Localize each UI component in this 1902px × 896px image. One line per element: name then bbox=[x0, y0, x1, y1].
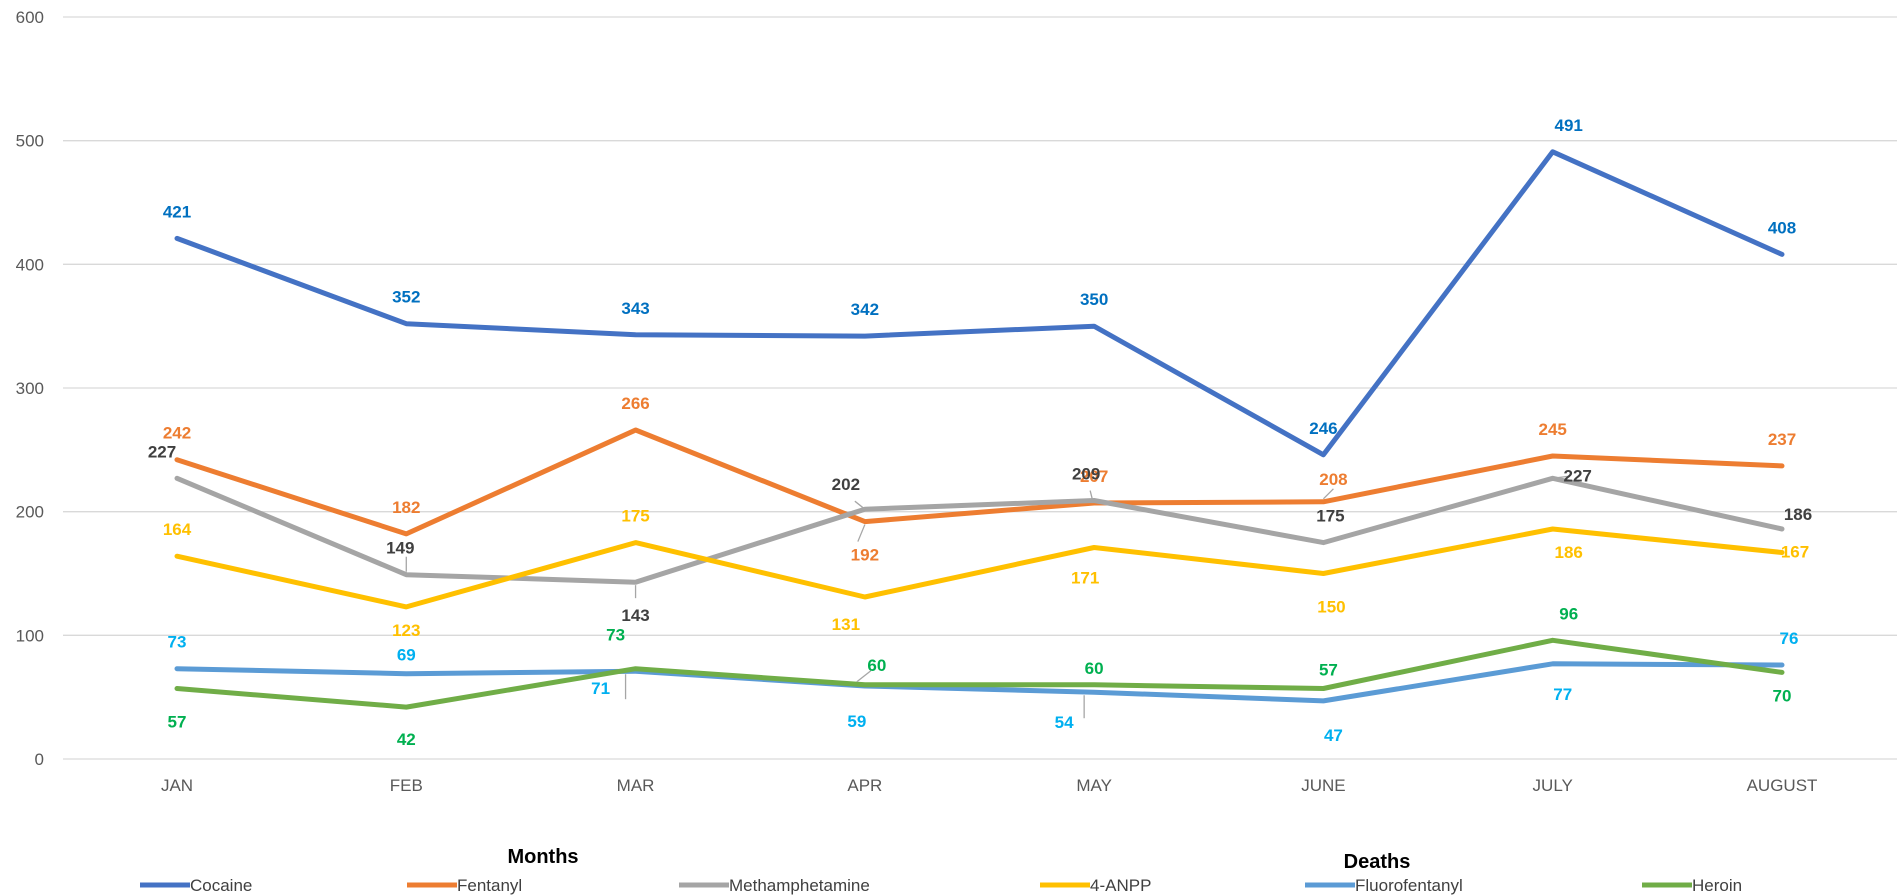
data-label: 96 bbox=[1559, 604, 1578, 623]
y-tick-label: 500 bbox=[16, 132, 44, 151]
series-line-fluorofentanyl bbox=[174, 661, 1785, 704]
x-tick-label: MAY bbox=[1076, 776, 1112, 795]
label-leader-line bbox=[857, 524, 866, 542]
data-label: 266 bbox=[621, 394, 649, 413]
x-tick-label: JAN bbox=[161, 776, 193, 795]
data-label: 202 bbox=[832, 475, 860, 494]
data-label: 150 bbox=[1317, 598, 1345, 617]
legend-label: Cocaine bbox=[190, 876, 252, 895]
legend: Cocaine Fentanyl Methamphetamine 4-ANPP Fluo… bbox=[140, 876, 1742, 895]
y-tick-label: 600 bbox=[16, 8, 44, 27]
data-label: 59 bbox=[847, 712, 866, 731]
label-leader-line bbox=[1552, 475, 1569, 479]
data-label: 57 bbox=[1319, 661, 1338, 680]
data-label: 237 bbox=[1768, 430, 1796, 449]
data-label: 343 bbox=[621, 299, 649, 318]
data-label: 186 bbox=[1555, 543, 1583, 562]
data-label: 186 bbox=[1784, 505, 1812, 524]
data-label: 57 bbox=[168, 713, 187, 732]
data-label: 70 bbox=[1773, 686, 1792, 705]
data-label: 491 bbox=[1555, 116, 1583, 135]
x-axis-ticks: JAN FEB MAR APR MAY JUNE JULY AUGUST bbox=[161, 776, 1817, 795]
series-line-cocaine bbox=[174, 149, 1785, 458]
x-tick-label: MAR bbox=[617, 776, 655, 795]
data-label: 408 bbox=[1768, 218, 1796, 237]
data-label: 227 bbox=[148, 442, 176, 461]
data-label: 164 bbox=[163, 520, 192, 539]
data-label: 69 bbox=[397, 646, 416, 665]
data-label: 47 bbox=[1324, 726, 1343, 745]
data-label: 131 bbox=[832, 615, 860, 634]
x-tick-label: AUGUST bbox=[1747, 776, 1818, 795]
data-label: 207 bbox=[1080, 467, 1108, 486]
y-tick-label: 300 bbox=[16, 379, 44, 398]
data-label: 123 bbox=[392, 621, 420, 640]
series-line-methamphetamine bbox=[174, 475, 1785, 585]
x-tick-label: APR bbox=[847, 776, 882, 795]
data-label: 73 bbox=[606, 626, 625, 645]
data-label: 171 bbox=[1071, 569, 1099, 588]
series-line-heroin bbox=[174, 637, 1785, 710]
y-tick-label: 400 bbox=[16, 255, 44, 274]
data-label: 245 bbox=[1539, 420, 1567, 439]
series-lines bbox=[174, 149, 1785, 710]
data-label: 208 bbox=[1319, 470, 1347, 489]
data-label: 60 bbox=[867, 656, 886, 675]
y-tick-label: 0 bbox=[35, 750, 44, 769]
x-axis-title: Months bbox=[507, 846, 578, 868]
legend-label: Methamphetamine bbox=[729, 876, 870, 895]
y-tick-label: 100 bbox=[16, 626, 44, 645]
data-label: 242 bbox=[163, 424, 191, 443]
label-leader-line bbox=[856, 670, 872, 683]
data-label: 42 bbox=[397, 730, 416, 749]
data-label: 76 bbox=[1780, 629, 1799, 648]
data-label: 175 bbox=[1316, 507, 1344, 526]
data-label: 77 bbox=[1553, 685, 1572, 704]
x-tick-label: JUNE bbox=[1301, 776, 1345, 795]
label-leader-line bbox=[1089, 490, 1093, 499]
label-leader-line bbox=[854, 500, 866, 510]
data-label: 60 bbox=[1085, 659, 1104, 678]
data-label: 54 bbox=[1055, 713, 1074, 732]
data-label: 182 bbox=[392, 498, 420, 517]
data-label: 71 bbox=[591, 679, 610, 698]
data-label: 192 bbox=[851, 546, 879, 565]
legend-label: Fentanyl bbox=[457, 876, 522, 895]
data-label: 73 bbox=[168, 633, 187, 652]
data-label: 350 bbox=[1080, 290, 1108, 309]
y-axis-title: Deaths bbox=[1344, 851, 1411, 873]
series-line-fentanyl bbox=[174, 427, 1785, 537]
x-tick-label: JULY bbox=[1533, 776, 1573, 795]
data-label: 246 bbox=[1309, 419, 1337, 438]
data-label: 352 bbox=[392, 288, 420, 307]
data-label: 175 bbox=[621, 507, 649, 526]
x-tick-label: FEB bbox=[390, 776, 423, 795]
legend-label: 4-ANPP bbox=[1090, 876, 1151, 895]
y-axis-ticks: 0 100 200 300 400 500 600 bbox=[16, 8, 44, 769]
series-line-4-anpp bbox=[174, 526, 1785, 610]
data-label: 167 bbox=[1781, 542, 1809, 561]
data-label: 227 bbox=[1564, 466, 1592, 485]
data-label: 149 bbox=[386, 539, 414, 558]
label-leader-line bbox=[1322, 488, 1334, 500]
legend-label: Heroin bbox=[1692, 876, 1742, 895]
label-leader-lines bbox=[405, 475, 1569, 719]
y-tick-label: 200 bbox=[16, 503, 44, 522]
data-label: 209 bbox=[1072, 465, 1100, 484]
data-label: 421 bbox=[163, 202, 191, 221]
data-label: 143 bbox=[621, 606, 649, 625]
data-label: 342 bbox=[851, 300, 879, 319]
legend-label: Fluorofentanyl bbox=[1355, 876, 1463, 895]
